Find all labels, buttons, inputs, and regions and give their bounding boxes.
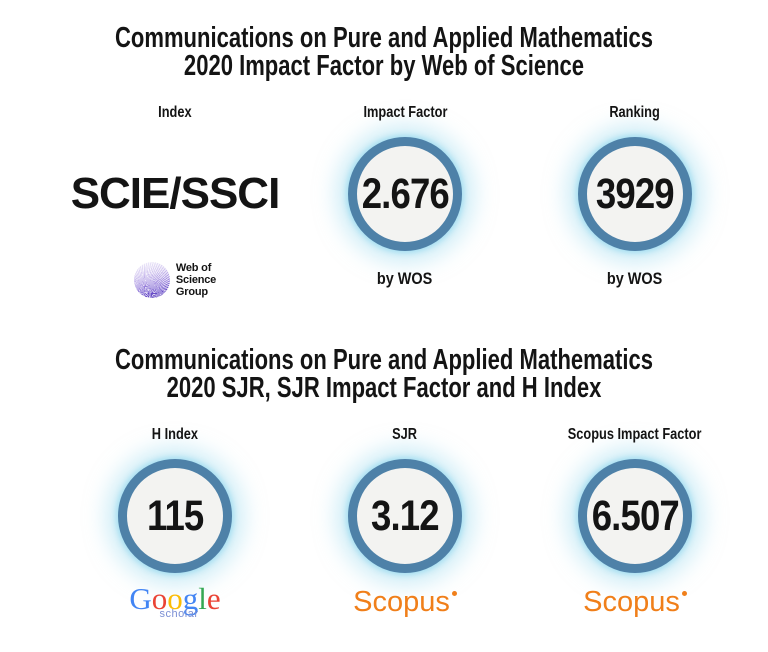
sjr-column: SJR 3.12 Scopus	[290, 426, 520, 626]
web-of-science-logo-text: Web of Science Group	[176, 262, 216, 298]
sjr-section-title: Communications on Pure and Applied Mathe…	[0, 344, 768, 404]
scopus-if-badge: 6.507	[578, 459, 692, 573]
title-line-2: 2020 Impact Factor by Web of Science	[183, 50, 585, 82]
sjr-section: Communications on Pure and Applied Mathe…	[0, 294, 768, 626]
index-value-area: SCIE/SSCI	[70, 124, 281, 264]
h-index-value-area: 115	[118, 446, 232, 586]
impact-factor-value-area: 2.676	[348, 124, 462, 264]
index-value: SCIE/SSCI	[70, 169, 281, 218]
scopus-if-caption-area: Scopus	[583, 586, 687, 626]
web-of-science-sphere-icon	[133, 262, 170, 298]
index-header: Index	[158, 104, 192, 121]
wos-logo-line: Group	[175, 286, 208, 298]
impact-factor-caption: by WOS	[377, 269, 433, 288]
ranking-badge: 3929	[578, 137, 692, 251]
h-index-badge: 115	[118, 459, 232, 573]
title-line-2: 2020 SJR, SJR Impact Factor and H Index	[166, 372, 602, 404]
web-of-science-logo: Web of Science Group	[133, 262, 216, 298]
scopus-logo: Scopus	[353, 585, 457, 618]
scopus-if-value: 6.507	[591, 491, 679, 540]
scopus-if-header: Scopus Impact Factor	[568, 426, 702, 443]
impact-factor-header: Impact Factor	[363, 104, 447, 121]
scopus-trademark-dot-icon	[681, 590, 687, 596]
ranking-column: Ranking 3929 by WOS	[520, 104, 750, 294]
ranking-value-area: 3929	[578, 124, 692, 264]
wos-metrics-row: Index SCIE/SSCI Web of Science Group	[0, 104, 768, 298]
google-wordmark: Google	[129, 580, 221, 616]
title-line-1: Communications on Pure and Applied Mathe…	[114, 22, 654, 54]
sjr-badge: 3.12	[348, 459, 462, 573]
impact-factor-caption-area: by WOS	[372, 264, 437, 294]
h-index-value: 115	[146, 491, 204, 540]
wos-section: Communications on Pure and Applied Mathe…	[0, 0, 768, 298]
scopus-if-column: Scopus Impact Factor 6.507 Scopus	[520, 426, 750, 626]
title-line-1: Communications on Pure and Applied Mathe…	[114, 344, 654, 376]
wos-section-title: Communications on Pure and Applied Mathe…	[0, 22, 768, 82]
scopus-wordmark: Scopus	[583, 585, 680, 618]
ranking-caption-area: by WOS	[602, 264, 667, 294]
index-caption-area: Web of Science Group	[133, 262, 216, 298]
wos-logo-line: Science	[175, 274, 217, 286]
sjr-value-area: 3.12	[348, 446, 462, 586]
sjr-header: SJR	[392, 426, 418, 443]
scopus-logo: Scopus	[583, 585, 687, 618]
sjr-caption-area: Scopus	[353, 586, 457, 626]
impact-factor-badge: 2.676	[348, 137, 462, 251]
scopus-wordmark: Scopus	[353, 585, 450, 618]
google-scholar-logo: Google scholar	[129, 580, 221, 620]
impact-factor-value: 2.676	[361, 169, 449, 218]
google-scholar-sub-label: scholar	[159, 607, 199, 620]
impact-factor-column: Impact Factor 2.676 by WOS	[290, 104, 520, 294]
sjr-value: 3.12	[371, 491, 440, 540]
sjr-metrics-row: H Index 115 Google scholar SJR	[0, 426, 768, 626]
h-index-column: H Index 115 Google scholar	[60, 426, 290, 626]
scopus-trademark-dot-icon	[451, 590, 457, 596]
wos-logo-line: Web of	[175, 262, 212, 274]
h-index-caption-area: Google scholar	[129, 580, 221, 626]
ranking-value: 3929	[596, 169, 675, 218]
scopus-if-value-area: 6.507	[578, 446, 692, 586]
ranking-caption: by WOS	[607, 269, 663, 288]
ranking-header: Ranking	[609, 104, 661, 121]
h-index-header: H Index	[151, 426, 199, 443]
index-column: Index SCIE/SSCI Web of Science Group	[60, 104, 290, 298]
